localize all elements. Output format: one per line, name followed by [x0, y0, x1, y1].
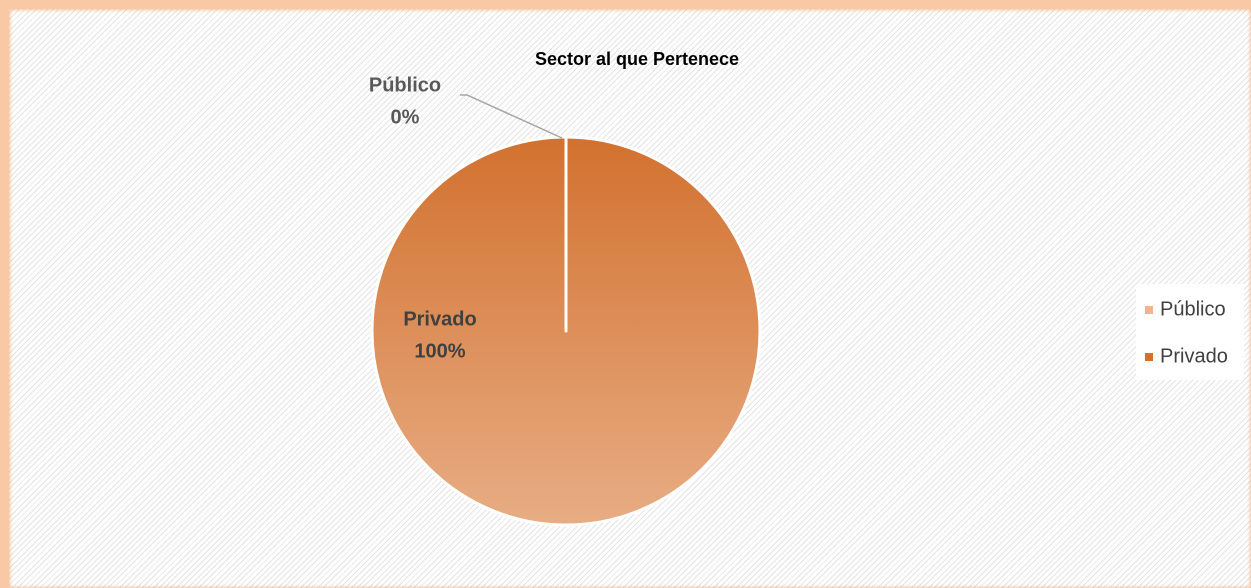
legend-box	[1136, 284, 1244, 380]
data-label-value: 100%	[414, 340, 465, 362]
data-label-name: Privado	[403, 308, 476, 330]
legend-label: Privado	[1160, 345, 1228, 367]
chart-title: Sector al que Pertenece	[535, 49, 739, 69]
data-label-name: Público	[369, 74, 441, 96]
legend-swatch	[1145, 353, 1153, 361]
legend-swatch	[1145, 306, 1153, 314]
data-label-value: 0%	[391, 106, 420, 128]
leader-line	[460, 94, 563, 139]
legend-label: Público	[1160, 298, 1226, 320]
